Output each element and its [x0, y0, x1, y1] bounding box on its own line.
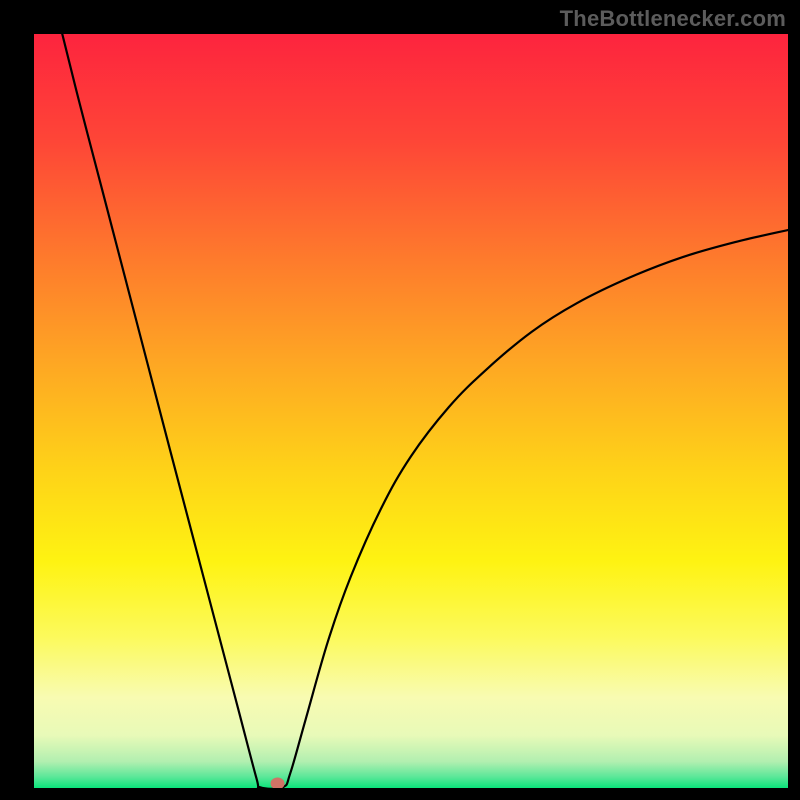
bottleneck-chart — [0, 0, 800, 800]
chart-container: TheBottlenecker.com — [0, 0, 800, 800]
optimal-point-marker — [271, 777, 285, 789]
watermark-text: TheBottlenecker.com — [560, 6, 786, 32]
plot-gradient-background — [34, 34, 788, 788]
